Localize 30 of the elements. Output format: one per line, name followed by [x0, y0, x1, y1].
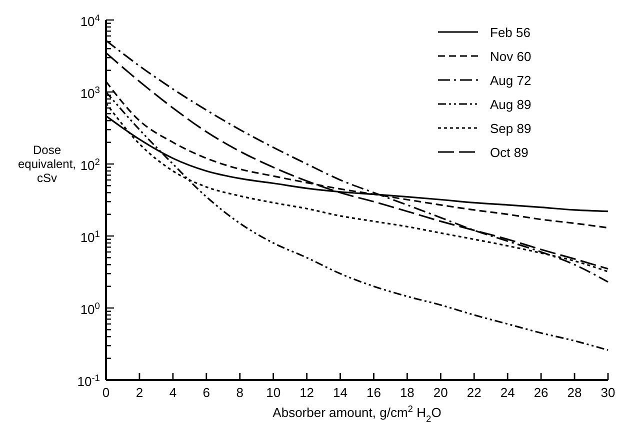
x-tick-label: 6: [202, 385, 210, 400]
x-tick-label: 12: [300, 385, 314, 400]
x-tick-label: 20: [433, 385, 448, 400]
legend-label: Nov 60: [490, 49, 532, 64]
y-tick-label: 10$^{3}$: [80, 85, 100, 101]
legend-label: Oct 89: [490, 145, 528, 160]
x-tick-label: 10: [266, 385, 281, 400]
y-tick-label: 10$^{2}$: [80, 157, 100, 173]
legend-label: Sep 89: [490, 121, 532, 136]
x-tick-label: 24: [500, 385, 515, 400]
legend-label: Feb 56: [490, 25, 530, 40]
x-tick-label: 28: [567, 385, 582, 400]
y-tick-label: 10$^{0}$: [80, 301, 100, 317]
y-tick-label: 10$^{1}$: [80, 229, 100, 245]
y-tick-label: 10$^{-1}$: [77, 373, 100, 389]
x-tick-label: 22: [466, 385, 482, 400]
x-axis-title: Absorber amount, g/cm$^{2}$ H$_{2}$O: [272, 404, 442, 423]
y-axis-title: Dose equivalent, cSv: [18, 143, 76, 185]
legend-label: Aug 72: [490, 73, 532, 88]
legend-label: Aug 89: [490, 97, 532, 112]
x-tick-label: 14: [333, 385, 348, 400]
x-tick-label: 30: [600, 385, 616, 400]
x-tick-label: 2: [136, 385, 144, 400]
x-tick-label: 4: [169, 385, 177, 400]
y-tick-label: 10$^{4}$: [80, 13, 100, 29]
x-tick-label: 26: [534, 385, 548, 400]
x-tick-label: 0: [102, 385, 110, 400]
x-tick-label: 16: [366, 385, 381, 400]
x-tick-label: 18: [400, 385, 414, 400]
x-tick-label: 8: [236, 385, 244, 400]
